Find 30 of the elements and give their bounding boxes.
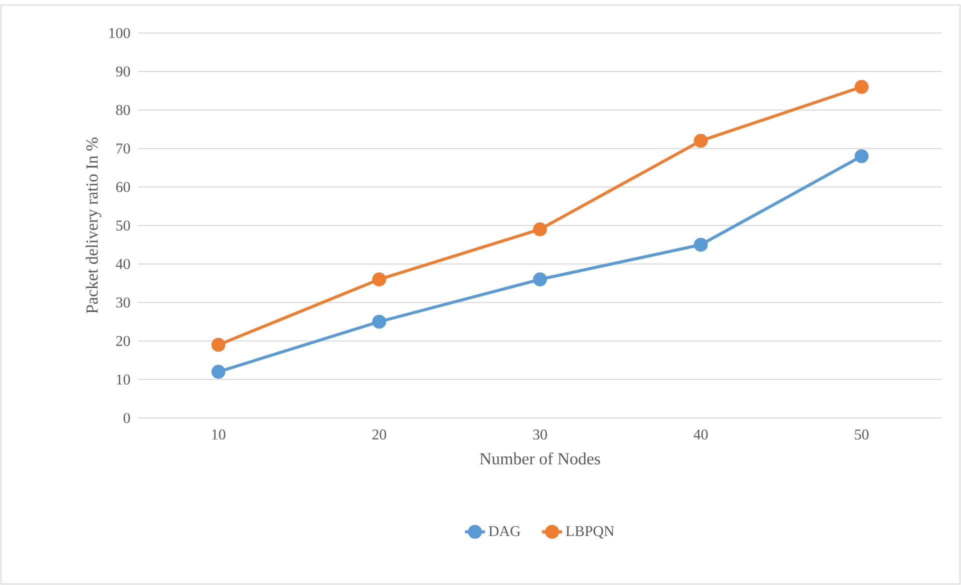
point — [854, 80, 869, 94]
point — [372, 272, 386, 286]
y-tick-label: 20 — [116, 336, 130, 346]
y-tick-label: 40 — [116, 258, 130, 270]
y-tick-label: 30 — [116, 297, 130, 308]
y-tick-label: 60 — [116, 182, 130, 192]
point — [694, 238, 708, 252]
legend-label: LBPQN — [566, 526, 614, 538]
point — [211, 364, 226, 379]
y-tick-label: 80 — [116, 104, 130, 116]
point — [533, 222, 547, 236]
y-tick-label: 100 — [109, 28, 130, 38]
x-tick-label: 20 — [372, 429, 386, 440]
y-tick-label: 50 — [116, 220, 130, 231]
y-tick-label: 0 — [124, 412, 130, 424]
y-tick-label: 10 — [116, 374, 130, 385]
y-tick-label: 70 — [116, 143, 130, 154]
legend-label: DAG — [488, 526, 520, 536]
point — [694, 134, 708, 148]
x-tick-label: 10 — [212, 429, 226, 440]
y-axis-title: Packet delivery ratio In % — [86, 138, 102, 314]
x-tick-label: 30 — [533, 429, 547, 440]
x-axis-title: Number of Nodes — [480, 452, 600, 464]
y-tick-label: 90 — [116, 66, 130, 77]
point — [533, 272, 547, 286]
point — [211, 338, 226, 352]
point — [854, 149, 869, 164]
x-tick-label: 40 — [694, 429, 708, 440]
x-tick-label: 50 — [855, 429, 869, 440]
point — [372, 314, 386, 329]
